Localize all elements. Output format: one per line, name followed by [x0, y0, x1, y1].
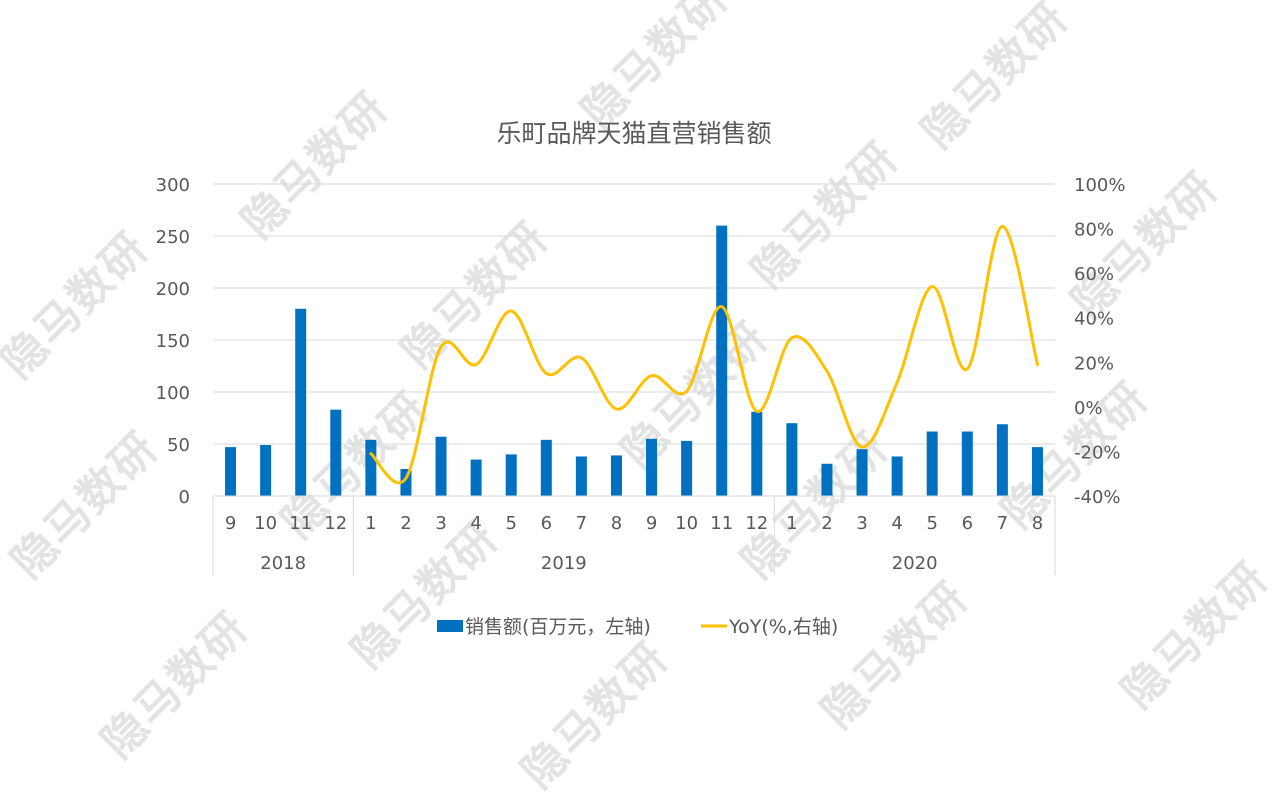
bar	[926, 431, 938, 496]
bar	[295, 308, 307, 496]
bar	[751, 411, 763, 496]
category-label: 11	[710, 513, 733, 534]
category-label: 8	[1032, 513, 1043, 534]
bar	[435, 436, 447, 496]
category-label: 2	[400, 513, 411, 534]
left-tick-label: 200	[156, 279, 190, 300]
legend: 销售额(百万元，左轴) YoY(%,右轴)	[437, 616, 838, 638]
category-label: 10	[254, 513, 277, 534]
category-label: 2	[821, 513, 832, 534]
bar-series	[225, 225, 1043, 496]
bar	[786, 423, 798, 496]
category-label: 12	[745, 513, 768, 534]
category-label: 1	[365, 513, 376, 534]
right-tick-label: 40%	[1074, 309, 1114, 330]
legend-line-label: YoY(%,右轴)	[728, 616, 838, 638]
bar	[891, 456, 903, 496]
category-label: 12	[324, 513, 347, 534]
bar	[681, 440, 693, 496]
category-label: 8	[611, 513, 622, 534]
bar	[260, 445, 272, 496]
yoy-line	[369, 224, 1039, 485]
bar	[225, 447, 237, 496]
bar	[646, 438, 658, 496]
year-group-label: 2019	[541, 553, 587, 574]
legend-bar-label: 销售额(百万元，左轴)	[465, 616, 651, 638]
right-tick-label: -20%	[1074, 442, 1121, 463]
year-group-label: 2018	[260, 553, 306, 574]
bar	[716, 225, 728, 496]
right-tick-label: 100%	[1074, 175, 1125, 196]
category-label: 7	[576, 513, 587, 534]
bar	[505, 454, 517, 496]
bar	[961, 431, 973, 496]
legend-bar-swatch	[437, 620, 463, 632]
category-label: 5	[505, 513, 516, 534]
bar	[330, 409, 342, 496]
bar	[996, 424, 1008, 496]
bar	[575, 456, 587, 496]
category-label: 9	[646, 513, 657, 534]
gridlines	[213, 183, 1055, 445]
right-tick-label: 0%	[1074, 398, 1103, 419]
left-tick-label: 150	[156, 331, 190, 352]
left-tick-label: 300	[156, 175, 190, 196]
bar	[821, 463, 833, 496]
left-tick-label: 100	[156, 383, 190, 404]
category-label: 6	[541, 513, 552, 534]
right-tick-label: -40%	[1074, 487, 1121, 508]
left-tick-label: 250	[156, 227, 190, 248]
category-label: 4	[891, 513, 902, 534]
left-tick-label: 0	[179, 487, 190, 508]
bar	[1031, 447, 1043, 496]
category-label: 3	[856, 513, 867, 534]
right-tick-label: 60%	[1074, 264, 1114, 285]
bar	[400, 468, 412, 496]
category-label: 11	[289, 513, 312, 534]
bar	[470, 459, 482, 496]
right-tick-label: 80%	[1074, 220, 1114, 241]
category-label: 9	[225, 513, 236, 534]
year-group-label: 2020	[892, 553, 938, 574]
left-tick-label: 50	[167, 435, 190, 456]
category-label: 4	[470, 513, 481, 534]
category-label: 7	[997, 513, 1008, 534]
category-label: 5	[926, 513, 937, 534]
bar	[856, 449, 868, 496]
right-axis: 100% 80% 60% 40% 20% 0% -20% -40%	[1074, 175, 1125, 508]
bar	[365, 439, 377, 496]
category-label: 1	[786, 513, 797, 534]
chart-title: 乐町品牌天猫直营销售额	[496, 119, 771, 148]
right-tick-label: 20%	[1074, 353, 1114, 374]
category-label: 10	[675, 513, 698, 534]
category-label: 3	[435, 513, 446, 534]
bar	[540, 439, 552, 496]
left-axis: 300 250 200 150 100 50 0	[156, 175, 190, 508]
bar	[610, 455, 622, 496]
category-label: 6	[962, 513, 973, 534]
